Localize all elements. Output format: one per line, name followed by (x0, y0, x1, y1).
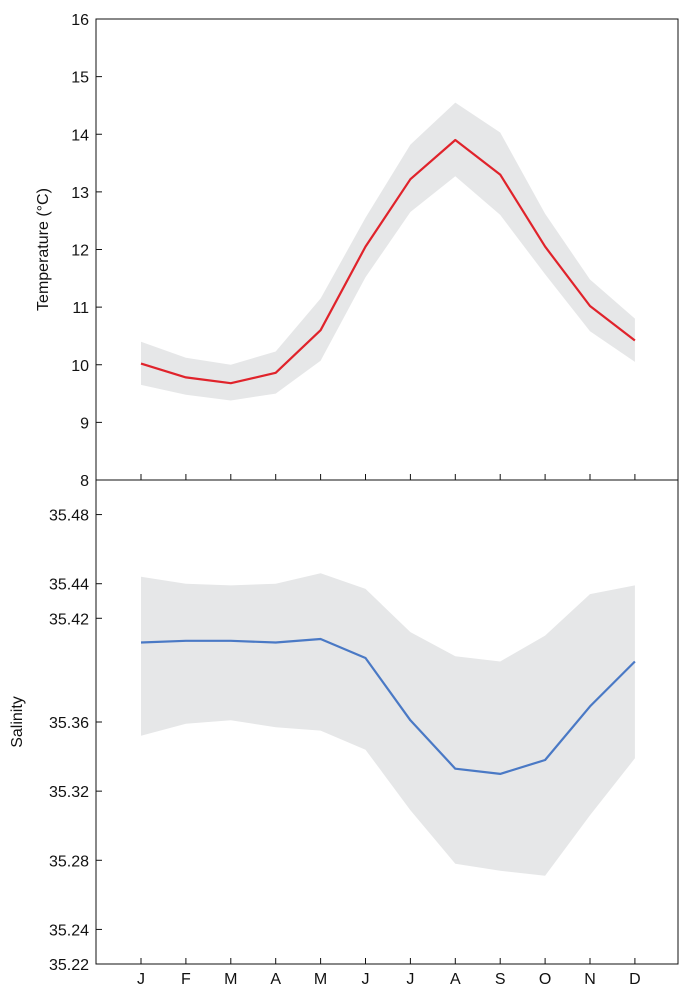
y-tick-label: 9 (80, 415, 89, 432)
y-tick-label: 35.24 (49, 922, 89, 939)
y-tick-label: 14 (71, 127, 89, 144)
salinity-mean-line (140, 637, 636, 776)
temperature-y-ticks: 8 9 10 11 12 13 14 15 16 (71, 12, 102, 490)
temperature-range-band (141, 102, 635, 401)
x-tick-label: D (629, 971, 641, 988)
y-tick-label: 11 (72, 300, 89, 317)
y-tick-label: 12 (71, 243, 89, 260)
temperature-y-axis-label: Temperature (°C) (35, 188, 52, 311)
x-tick-label: M (224, 971, 237, 988)
salinity-y-axis-label: Salinity (9, 696, 26, 748)
salinity-panel: 35.22 35.24 35.28 35.32 35.36 35.42 35.44 35.48… (9, 479, 679, 988)
salinity-x-ticks (140, 958, 636, 964)
temperature-mean-line (140, 138, 636, 385)
y-tick-label: 13 (71, 185, 89, 202)
x-tick-label: N (584, 971, 596, 988)
temperature-x-ticks (140, 474, 636, 480)
y-tick-label: 35.48 (49, 508, 89, 525)
x-tick-label: J (137, 971, 145, 988)
x-tick-label: A (270, 971, 281, 988)
y-tick-label: 35.44 (49, 577, 89, 594)
x-tick-label: O (539, 971, 551, 988)
y-tick-label: 10 (71, 358, 89, 375)
y-tick-label: 35.42 (49, 611, 89, 628)
x-tick-label: J (406, 971, 414, 988)
y-tick-label: 15 (71, 70, 89, 87)
y-tick-label: 16 (71, 12, 89, 29)
y-tick-label: 35.22 (49, 957, 89, 974)
salinity-y-ticks: 35.22 35.24 35.28 35.32 35.36 35.42 35.44 35.48 (49, 508, 102, 974)
salinity-range-band (141, 573, 635, 876)
x-tick-label: S (495, 971, 506, 988)
temperature-plot-frame (95, 18, 679, 481)
y-tick-label: 35.36 (49, 715, 89, 732)
x-tick-label: M (314, 971, 327, 988)
y-tick-label: 8 (80, 473, 89, 490)
x-tick-label: A (450, 971, 461, 988)
y-tick-label: 35.28 (49, 853, 89, 870)
temperature-panel: 8 9 10 11 12 13 14 15 16 Temperature (°C) (35, 12, 679, 490)
y-tick-label: 35.32 (49, 784, 89, 801)
x-tick-label: J (362, 971, 370, 988)
x-tick-label: F (181, 971, 191, 988)
